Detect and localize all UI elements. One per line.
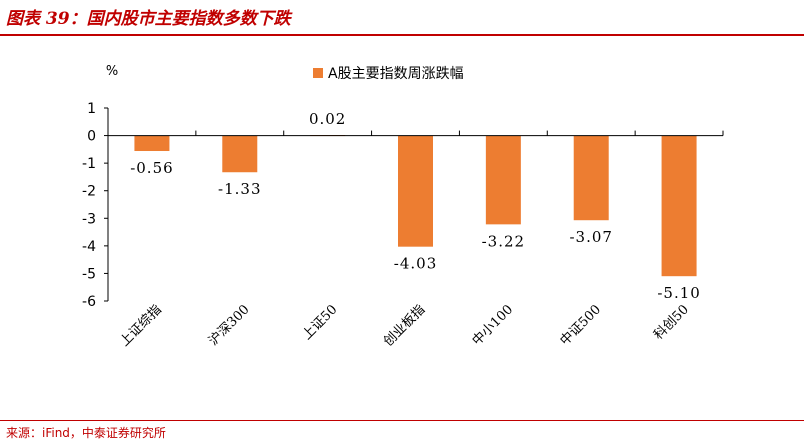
x-category-label: 中小100 xyxy=(470,302,517,349)
x-category-label: 科创50 xyxy=(651,302,692,343)
y-axis-unit-label: % xyxy=(106,64,118,79)
bar xyxy=(398,135,433,247)
data-label: -3.07 xyxy=(569,228,612,246)
x-category-label: 上证综指 xyxy=(117,302,164,349)
data-label: -0.56 xyxy=(130,159,173,177)
bar xyxy=(661,135,697,277)
x-category-label: 上证50 xyxy=(300,302,341,343)
title-rule xyxy=(0,34,804,36)
x-category-label: 沪深300 xyxy=(205,302,252,349)
y-tick-label: 0 xyxy=(87,129,96,145)
y-tick-label: -1 xyxy=(82,156,96,172)
y-tick-label: 1 xyxy=(87,101,96,117)
y-tick-label: -6 xyxy=(82,294,96,310)
y-tick-label: -5 xyxy=(82,266,96,282)
bar xyxy=(134,135,170,152)
source-note: 来源：iFind，中泰证券研究所 xyxy=(6,426,166,440)
x-category-label: 中证500 xyxy=(557,302,604,349)
bar xyxy=(573,135,609,221)
data-label: -3.22 xyxy=(482,232,525,250)
data-label: -4.03 xyxy=(394,255,437,273)
y-tick-label: -2 xyxy=(82,184,96,200)
y-tick-label: -3 xyxy=(82,211,96,227)
legend-label: A股主要指数周涨跌幅 xyxy=(328,66,464,82)
footer-rule xyxy=(0,420,804,421)
data-label: -5.10 xyxy=(657,284,700,302)
bar-chart: % A股主要指数周涨跌幅 1 0 -1 -2 -3 -4 -5 -6 -0.56 -1.33 0.02 -… xyxy=(82,64,724,350)
y-tick-label: -4 xyxy=(82,239,96,255)
x-category-label: 创业板指 xyxy=(381,302,428,349)
data-label: -1.33 xyxy=(218,180,261,198)
bar xyxy=(485,135,521,225)
legend-swatch xyxy=(313,68,323,78)
figure-title: 图表 39：国内股市主要指数多数下跌 xyxy=(6,9,291,29)
bar xyxy=(222,135,258,173)
data-label: 0.02 xyxy=(309,110,346,128)
